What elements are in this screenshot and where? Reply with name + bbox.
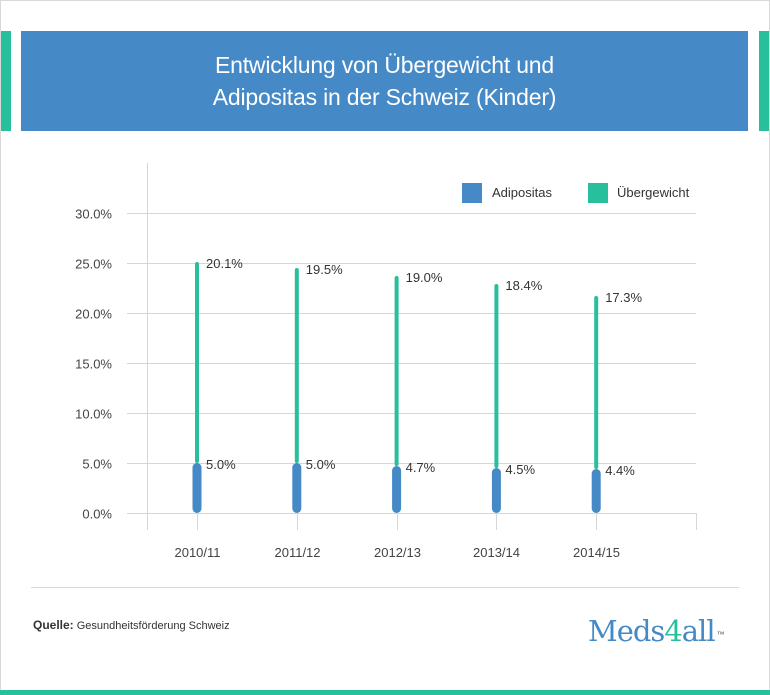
y-tick-label: 25.0% xyxy=(75,257,112,272)
chart-title: Entwicklung von Übergewicht und Adiposit… xyxy=(212,52,557,110)
footer-divider xyxy=(31,587,739,588)
y-tick-label: 20.0% xyxy=(75,307,112,322)
x-tick-label: 2011/12 xyxy=(274,545,320,560)
bar-adipositas xyxy=(292,463,302,513)
logo-prefix: Meds xyxy=(588,614,665,648)
bars xyxy=(192,262,601,513)
data-label-uebergewicht: 20.1% xyxy=(206,256,243,271)
data-label-uebergewicht: 18.4% xyxy=(505,278,542,293)
trademark-symbol: ™ xyxy=(716,630,725,639)
y-axis-ticks: 0.0% 5.0% 10.0% 15.0% 20.0% 25.0% 30.0% xyxy=(75,207,112,522)
data-label-adipositas: 5.0% xyxy=(306,457,336,472)
stacked-bar-chart: 0.0% 5.0% 10.0% 15.0% 20.0% 25.0% 30.0% 2010/1… xyxy=(75,163,697,560)
bar-uebergewicht xyxy=(294,268,299,463)
bar-uebergewicht xyxy=(494,284,499,468)
logo-number: 4 xyxy=(664,614,682,648)
data-label-uebergewicht: 17.3% xyxy=(605,290,642,305)
legend: Adipositas Übergewicht xyxy=(462,183,690,203)
bottom-accent-bar xyxy=(0,690,770,695)
data-label-adipositas: 4.4% xyxy=(605,463,635,478)
bar-uebergewicht xyxy=(394,276,399,466)
legend-label-uebergewicht: Übergewicht xyxy=(617,185,690,200)
x-tick-label: 2014/15 xyxy=(573,545,620,560)
y-tick-label: 15.0% xyxy=(75,357,112,372)
accent-bar-left xyxy=(1,31,11,131)
legend-swatch-uebergewicht xyxy=(588,183,608,203)
source-note: Quelle: Gesundheitsförderung Schweiz xyxy=(33,618,230,632)
bar-adipositas xyxy=(491,468,501,513)
y-tick-label: 5.0% xyxy=(82,457,112,472)
bar-uebergewicht xyxy=(195,262,199,463)
data-label-uebergewicht: 19.5% xyxy=(306,262,343,277)
y-tick-label: 30.0% xyxy=(75,207,112,222)
x-tick-label: 2010/11 xyxy=(174,545,220,560)
data-label-uebergewicht: 19.0% xyxy=(406,270,443,285)
header-banner: Entwicklung von Übergewicht und Adiposit… xyxy=(21,31,748,131)
bar-adipositas xyxy=(591,469,601,513)
x-tick-label: 2012/13 xyxy=(374,545,421,560)
meds4all-logo: Meds4all ™ xyxy=(588,614,725,648)
source-text: Gesundheitsförderung Schweiz xyxy=(76,620,230,632)
x-tick-label: 2013/14 xyxy=(473,545,520,560)
bar-uebergewicht xyxy=(594,296,599,469)
bar-adipositas xyxy=(392,466,402,513)
legend-swatch-adipositas xyxy=(462,183,482,203)
legend-label-adipositas: Adipositas xyxy=(492,185,552,200)
accent-bar-right xyxy=(759,31,769,131)
data-labels: 5.0% 20.1% 5.0% 19.5% 4.7% 19.0% 4.5% 18.4% 4.4%… xyxy=(206,256,643,478)
gridlines xyxy=(127,163,697,530)
data-label-adipositas: 4.5% xyxy=(505,462,535,477)
data-label-adipositas: 5.0% xyxy=(206,457,236,472)
y-tick-label: 0.0% xyxy=(82,507,112,522)
source-label: Quelle: xyxy=(33,618,74,632)
y-tick-label: 10.0% xyxy=(75,407,112,422)
bar-adipositas xyxy=(192,463,202,513)
x-axis-ticks: 2010/11 2011/12 2012/13 2013/14 2014/15 xyxy=(174,513,620,560)
logo-suffix: all xyxy=(681,614,716,648)
data-label-adipositas: 4.7% xyxy=(406,460,436,475)
